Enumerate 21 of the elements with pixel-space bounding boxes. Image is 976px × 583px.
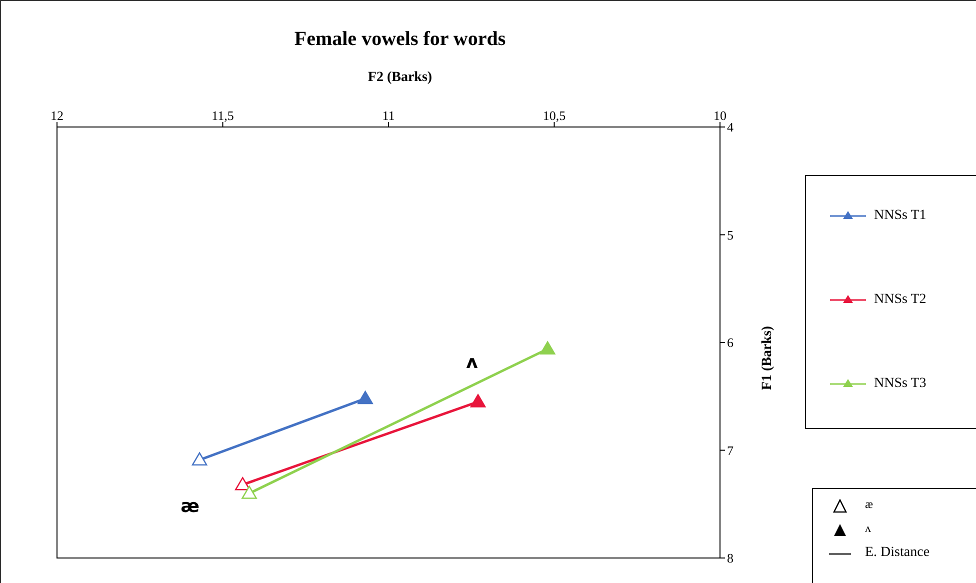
x-axis-title: F2 (Barks) (366, 70, 434, 86)
legend-label: NNSs T1 (874, 208, 926, 224)
text: ʌ (865, 521, 871, 536)
chart-title: Female vowels for words (293, 28, 507, 51)
annotation: æ (180, 496, 200, 517)
legend-label: NNSs T3 (874, 376, 926, 392)
legend-label: NNSs T2 (874, 292, 926, 308)
x-tick-label: 12 (50, 108, 64, 123)
y-tick-label: 4 (727, 120, 734, 135)
text: E. Distance (865, 545, 930, 561)
x-tick-label: 10,5 (542, 108, 566, 123)
y-tick-label: 8 (727, 550, 734, 566)
x-tick-label: 10 (714, 108, 726, 123)
y-tick-label: 7 (727, 442, 734, 458)
x-tick-label: 11,5 (212, 108, 234, 123)
y-axis-title: F1 (Barks) (760, 324, 776, 392)
y-tick-label: 6 (727, 335, 734, 350)
annotation: ʌ (466, 352, 478, 373)
text: æ (865, 497, 874, 512)
x-tick-label: 11 (382, 108, 395, 123)
y-tick-label: 5 (727, 227, 734, 242)
